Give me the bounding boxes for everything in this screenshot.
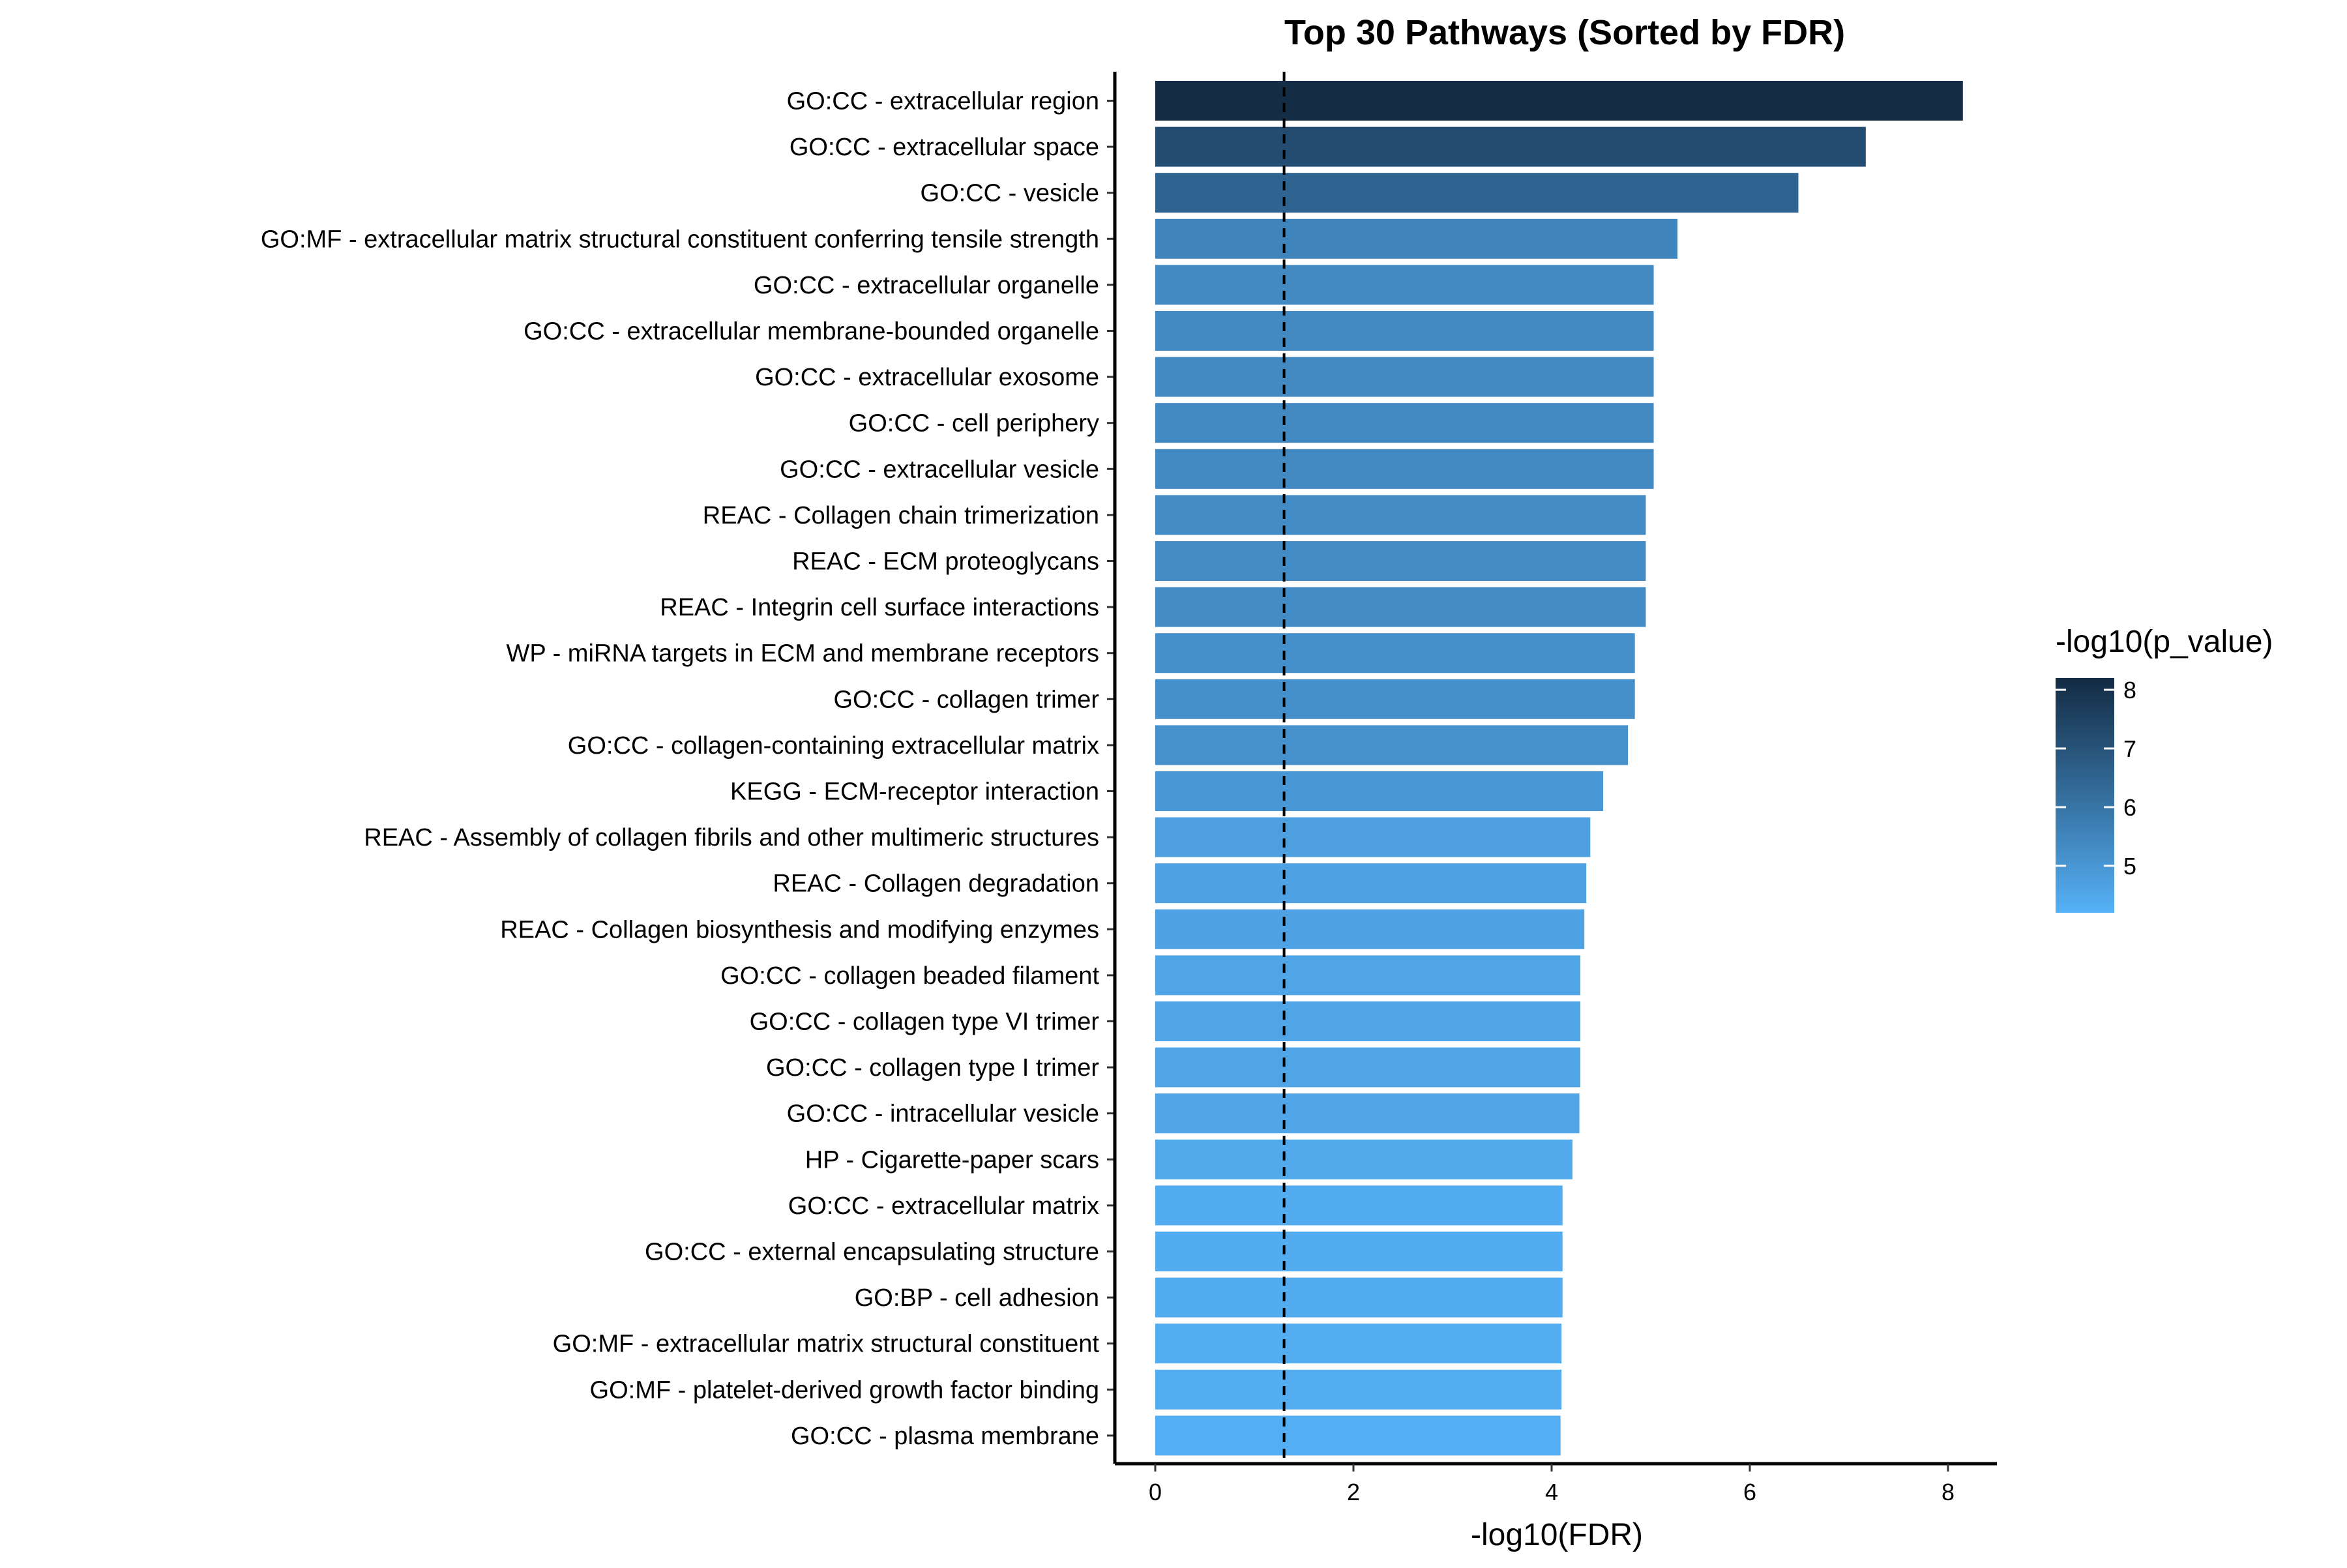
y-tick-label: REAC - Integrin cell surface interaction… xyxy=(660,594,1099,621)
bar xyxy=(1155,126,1866,167)
x-tick-label: 8 xyxy=(1941,1479,1955,1505)
x-tick-label: 2 xyxy=(1347,1479,1360,1505)
bar xyxy=(1155,1277,1563,1318)
bar xyxy=(1155,679,1635,719)
bar xyxy=(1155,771,1604,811)
y-tick-label: GO:CC - extracellular region xyxy=(787,88,1099,115)
legend-tick-label: 8 xyxy=(2123,677,2136,703)
bar xyxy=(1155,1047,1581,1087)
y-tick-label: GO:MF - platelet-derived growth factor b… xyxy=(590,1376,1099,1404)
bar xyxy=(1155,218,1678,259)
bar xyxy=(1155,1093,1580,1134)
bar xyxy=(1155,1185,1563,1226)
y-tick-label: GO:CC - collagen trimer xyxy=(833,686,1099,713)
bar xyxy=(1155,817,1591,857)
y-tick-label: GO:BP - cell adhesion xyxy=(855,1284,1099,1312)
x-tick-label: 6 xyxy=(1743,1479,1756,1505)
y-tick-label: GO:CC - plasma membrane xyxy=(791,1423,1099,1450)
legend-tick-label: 6 xyxy=(2123,794,2136,821)
legend-tick-label: 5 xyxy=(2123,853,2136,880)
y-tick-label: REAC - Collagen biosynthesis and modifyi… xyxy=(500,916,1099,943)
y-tick-label: REAC - Assembly of collagen fibrils and … xyxy=(364,824,1099,851)
bar xyxy=(1155,81,1963,121)
x-tick-label: 0 xyxy=(1149,1479,1162,1505)
y-tick-label: REAC - Collagen chain trimerization xyxy=(703,502,1099,529)
bar xyxy=(1155,357,1654,397)
y-tick-label: KEGG - ECM-receptor interaction xyxy=(730,778,1099,806)
bar xyxy=(1155,1001,1581,1041)
y-tick-label: GO:CC - collagen type VI trimer xyxy=(750,1009,1100,1036)
bars-layer xyxy=(1155,81,1963,1456)
legend-title: -log10(p_value) xyxy=(2056,625,2273,659)
bar xyxy=(1155,863,1587,904)
bar xyxy=(1155,495,1646,535)
y-tick-label: REAC - ECM proteoglycans xyxy=(792,548,1099,576)
bar xyxy=(1155,725,1629,765)
y-tick-label: GO:CC - collagen type I trimer xyxy=(766,1054,1099,1082)
chart-title: Top 30 Pathways (Sorted by FDR) xyxy=(1284,13,1845,52)
y-tick-label: WP - miRNA targets in ECM and membrane r… xyxy=(507,640,1100,668)
color-legend: -log10(p_value) 5 6 7 8 xyxy=(2056,625,2273,913)
legend-tick-label: 7 xyxy=(2123,735,2136,762)
bar xyxy=(1155,449,1654,489)
y-tick-label: GO:CC - extracellular membrane-bounded o… xyxy=(524,318,1099,346)
bar xyxy=(1155,1415,1561,1456)
bar xyxy=(1155,265,1654,305)
bar xyxy=(1155,909,1585,949)
x-ticks: 0 2 4 6 8 xyxy=(1149,1464,1955,1505)
y-tick-label: GO:CC - extracellular organelle xyxy=(754,272,1099,299)
y-tick-label: GO:CC - extracellular vesicle xyxy=(780,456,1099,483)
bar xyxy=(1155,587,1646,627)
x-tick-label: 4 xyxy=(1545,1479,1558,1505)
y-tick-label: GO:CC - collagen beaded filament xyxy=(720,962,1099,990)
y-tick-label: GO:CC - external encapsulating structure xyxy=(645,1239,1099,1266)
y-tick-label: GO:CC - vesicle xyxy=(921,180,1099,207)
y-tick-label: REAC - Collagen degradation xyxy=(773,870,1099,898)
y-tick-label: GO:CC - extracellular matrix xyxy=(788,1192,1099,1220)
bar xyxy=(1155,1369,1562,1410)
y-tick-label: GO:CC - intracellular vesicle xyxy=(787,1101,1099,1128)
y-tick-label: GO:MF - extracellular matrix structural … xyxy=(553,1331,1100,1358)
y-tick-label: GO:CC - extracellular space xyxy=(790,134,1099,161)
bar xyxy=(1155,403,1654,443)
bar xyxy=(1155,633,1635,673)
bar xyxy=(1155,1139,1572,1179)
legend-colorbar xyxy=(2056,678,2114,913)
y-tick-label: GO:CC - cell periphery xyxy=(849,410,1099,437)
bar xyxy=(1155,955,1581,996)
bar xyxy=(1155,1232,1563,1271)
bar xyxy=(1155,541,1646,581)
bar xyxy=(1155,173,1799,213)
y-tick-label: GO:MF - extracellular matrix structural … xyxy=(261,226,1099,253)
bar xyxy=(1155,1324,1562,1364)
y-tick-label: HP - Cigarette-paper scars xyxy=(805,1146,1099,1174)
x-axis-title: -log10(FDR) xyxy=(1471,1518,1643,1552)
y-tick-label: GO:CC - extracellular exosome xyxy=(755,364,1099,391)
legend-ticks: 5 6 7 8 xyxy=(2056,677,2136,880)
y-tick-label: GO:CC - collagen-containing extracellula… xyxy=(568,732,1099,760)
y-tick-labels: GO:CC - extracellular region GO:CC - extr… xyxy=(261,88,1115,1450)
bar xyxy=(1155,311,1654,351)
